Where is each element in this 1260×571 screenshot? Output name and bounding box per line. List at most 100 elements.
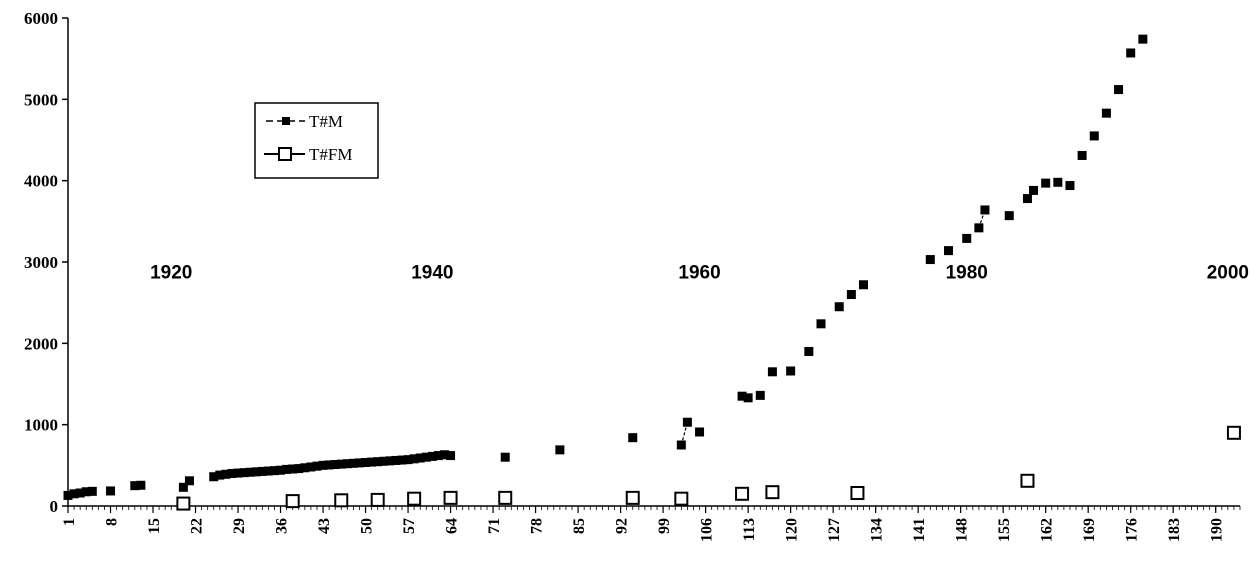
tm-point [75, 488, 85, 498]
tm-point [336, 459, 346, 469]
tm-point [215, 470, 225, 480]
tm-point [1126, 48, 1136, 58]
tm-point [385, 456, 395, 466]
y-tick-label: 6000 [24, 9, 58, 28]
tm-point [439, 450, 449, 460]
year-annotations: 1920 1940 1960 1980 2000 [150, 262, 1249, 283]
tm-point [695, 427, 705, 437]
tm-point [300, 463, 310, 473]
tfm-point [407, 491, 422, 506]
x-tick-label: 155 [996, 518, 1013, 542]
tm-point [361, 457, 371, 467]
tm-point [409, 454, 419, 464]
y-tick-label: 4000 [24, 172, 58, 191]
tm-point [233, 468, 243, 478]
axes [67, 18, 1240, 507]
legend-box [254, 102, 379, 179]
x-tick-label: 22 [189, 518, 206, 534]
tm-point [227, 468, 237, 478]
x-tick-label: 57 [401, 518, 418, 534]
year-annotation: 1940 [411, 262, 453, 283]
tm-point [1101, 108, 1111, 118]
x-tick-label: 127 [826, 518, 843, 542]
x-tick-label: 29 [231, 518, 248, 534]
tfm-point [1020, 473, 1035, 488]
x-tick-label: 78 [529, 518, 546, 534]
tm-point [421, 452, 431, 462]
y-tick-label: 1000 [24, 416, 58, 435]
x-tick-label: 141 [911, 518, 928, 542]
series-tfm [176, 425, 1241, 511]
tm-point [1004, 211, 1014, 221]
tm-point [379, 456, 389, 466]
x-tick-label: 162 [1039, 518, 1056, 542]
tm-point [276, 465, 286, 475]
tm-point [859, 280, 869, 290]
tm-point [1138, 34, 1148, 44]
tm-point [263, 466, 273, 476]
tm-point [1065, 181, 1075, 191]
x-tick-label: 8 [104, 518, 121, 526]
tm-point [397, 455, 407, 465]
tm-point [87, 486, 97, 496]
tm-point [403, 455, 413, 465]
tm-point [1053, 177, 1063, 187]
tm-point [354, 458, 364, 468]
legend-marker-tfm [278, 147, 292, 161]
tm-point [555, 445, 565, 455]
tfm-point [735, 486, 750, 501]
x-tick-label: 106 [699, 518, 716, 542]
tfm-point [1226, 425, 1241, 440]
tm-point [391, 455, 401, 465]
tm-point [944, 246, 954, 256]
year-annotation: 1960 [678, 262, 720, 283]
tm-point [767, 367, 777, 377]
legend-label-tm: T#M [309, 112, 343, 131]
x-tick-label: 99 [656, 518, 673, 534]
tm-point [1089, 131, 1099, 141]
tfm-point [176, 496, 191, 511]
tfm-point [674, 491, 689, 506]
tm-point [184, 476, 194, 486]
tm-point [288, 464, 298, 474]
tm-point [1114, 85, 1124, 95]
x-tick-label: 43 [316, 518, 333, 534]
tm-point [1077, 150, 1087, 160]
tfm-point [285, 494, 300, 509]
legend: T#M T#FM [254, 102, 379, 179]
tfm-point [625, 490, 640, 505]
tm-point [245, 467, 255, 477]
tm-point [628, 433, 638, 443]
tm-point [63, 490, 73, 500]
tm-point [178, 482, 188, 492]
tm-point [743, 393, 753, 403]
tm-point [136, 480, 146, 490]
tm-point [737, 391, 747, 401]
tm-point [269, 466, 279, 476]
series-tm-segment [680, 422, 688, 446]
tm-point [373, 457, 383, 467]
y-tick-label: 0 [50, 497, 59, 516]
legend-entry-tfm: T#FM [264, 145, 352, 164]
tm-point [330, 460, 340, 470]
tm-point [962, 233, 972, 243]
tm-point [130, 481, 140, 491]
tm-point [500, 452, 510, 462]
tm-point [257, 466, 267, 476]
tm-point [294, 464, 304, 474]
y-tick-label: 3000 [24, 253, 58, 272]
x-tick-label: 113 [741, 518, 758, 541]
tm-point [786, 366, 796, 376]
tm-point [804, 346, 814, 356]
x-tick-label: 176 [1124, 518, 1141, 542]
tm-point [81, 487, 91, 497]
tm-point [682, 417, 692, 427]
y-axis-ticks: 0 1000 2000 3000 4000 5000 6000 [24, 9, 68, 516]
tm-point [324, 460, 334, 470]
x-tick-label: 134 [869, 518, 886, 542]
year-annotation: 1920 [150, 262, 192, 283]
tm-point [1022, 194, 1032, 204]
legend-label-tfm: T#FM [309, 145, 352, 164]
tm-point [69, 489, 79, 499]
